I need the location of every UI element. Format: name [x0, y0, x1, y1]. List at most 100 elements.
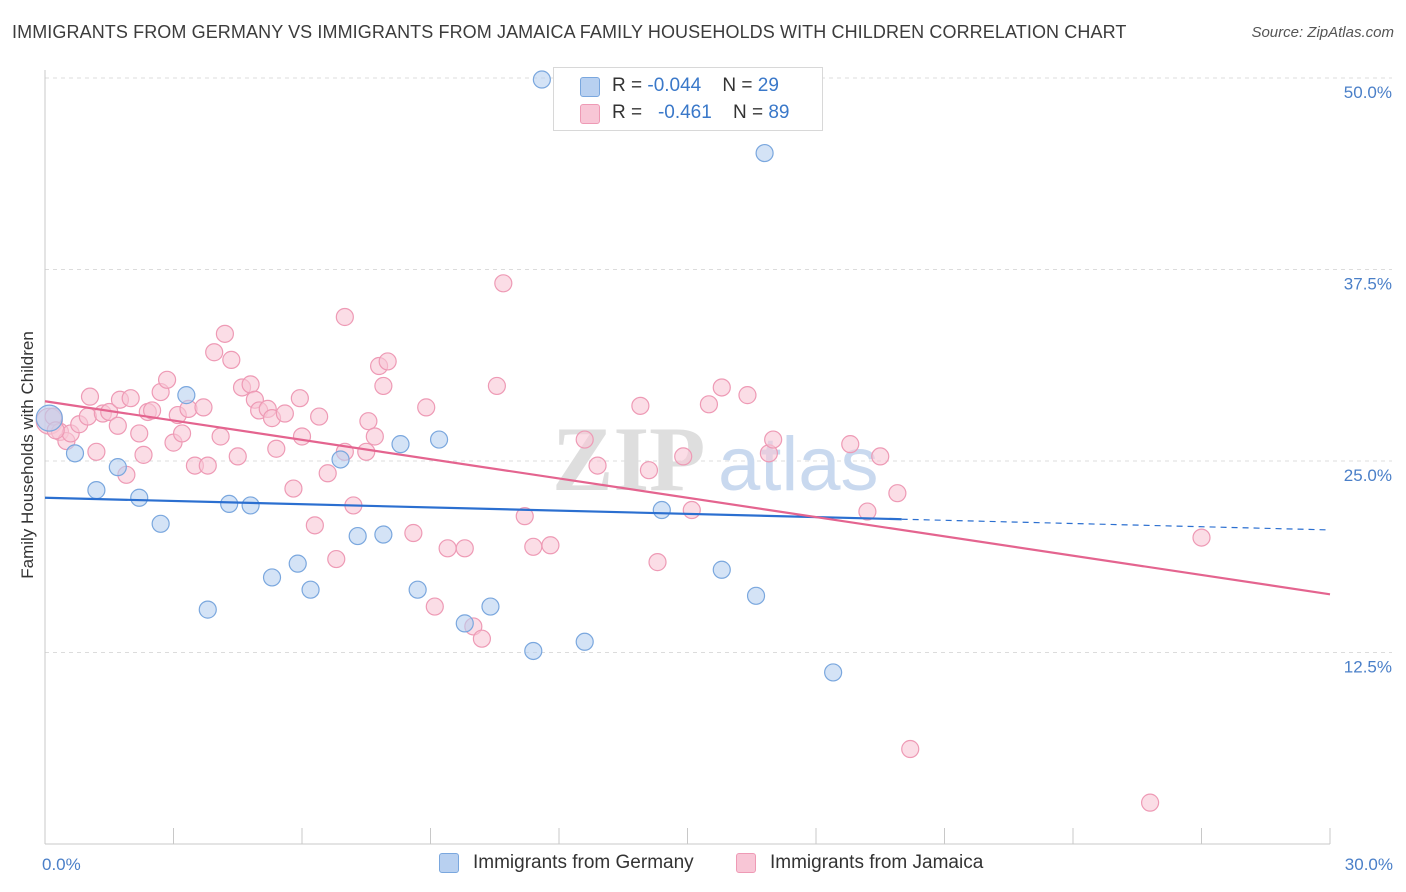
jamaica-point: [901, 739, 920, 759]
jamaica-point: [87, 442, 106, 461]
jamaica-point: [194, 398, 213, 417]
jamaica-r-value: -0.461: [657, 102, 712, 123]
y-tick-label: 12.5%: [1344, 658, 1392, 677]
jamaica-point: [359, 412, 378, 431]
germany-r-value: -0.044: [647, 75, 702, 96]
germany-point: [220, 494, 239, 513]
germany-point: [712, 560, 731, 579]
germany-point: [824, 663, 843, 682]
jamaica-swatch: [580, 104, 600, 124]
tick-labels: 12.5% 25.0% 37.5% 50.0% 0.0% 30.0%: [42, 83, 1393, 874]
jamaica-point: [682, 500, 701, 520]
jamaica-point: [648, 553, 667, 572]
jamaica-point: [631, 396, 650, 415]
bottom-germany-swatch: [439, 853, 459, 873]
germany-point: [532, 70, 551, 89]
jamaica-point: [284, 479, 303, 498]
germany-point: [524, 641, 543, 661]
jamaica-point: [198, 456, 217, 475]
germany-point: [755, 143, 774, 163]
germany-point: [87, 481, 106, 500]
jamaica-point: [318, 464, 337, 483]
source-credit: Source: ZipAtlas.com: [1251, 24, 1394, 41]
jamaica-point: [157, 370, 177, 389]
trend-lines: [44, 400, 1331, 596]
jamaica-point: [699, 395, 719, 414]
jamaica-r-label: R =: [612, 102, 648, 123]
germany-point: [575, 632, 594, 651]
jamaica-points: [35, 274, 1211, 812]
germany-point: [241, 496, 260, 515]
jamaica-trend-line: [44, 400, 1331, 596]
jamaica-point: [335, 307, 354, 327]
jamaica-point: [575, 430, 594, 449]
jamaica-point: [310, 407, 329, 426]
germany-point: [331, 450, 350, 469]
germany-point: [151, 514, 170, 533]
germany-point: [481, 597, 500, 616]
jamaica-point: [455, 539, 474, 558]
jamaica-point: [674, 447, 693, 466]
germany-point: [108, 458, 127, 477]
jamaica-point: [305, 516, 324, 535]
germany-point: [374, 525, 393, 544]
germany-trend-extension: [901, 518, 1331, 531]
jamaica-point: [215, 324, 234, 343]
jamaica-point: [365, 427, 384, 446]
germany-points: [35, 70, 843, 682]
jamaica-point: [1192, 528, 1211, 547]
jamaica-point: [292, 427, 312, 446]
y-tick-label: 37.5%: [1344, 275, 1392, 294]
jamaica-point: [142, 401, 162, 420]
jamaica-point: [871, 447, 890, 466]
germany-n-value: 29: [757, 75, 779, 96]
jamaica-point: [80, 387, 100, 406]
jamaica-point: [438, 539, 457, 558]
germany-point: [262, 568, 282, 587]
jamaica-point: [524, 537, 543, 556]
axes: [44, 70, 1330, 845]
germany-point: [288, 554, 307, 573]
jamaica-point: [205, 343, 224, 362]
jamaica-point: [494, 274, 513, 293]
stats-legend: R = -0.044 N = 29 R = -0.461 N = 89: [553, 67, 823, 131]
watermark-atlas: atlas: [718, 422, 879, 507]
jamaica-point: [487, 376, 506, 396]
jamaica-point: [639, 461, 659, 480]
jamaica-point: [108, 416, 127, 435]
germany-point: [746, 586, 766, 605]
jamaica-point: [1140, 793, 1160, 812]
jamaica-point: [541, 536, 560, 555]
jamaica-n-value: 89: [768, 102, 790, 123]
germany-trend-line: [44, 496, 902, 521]
germany-swatch: [580, 77, 600, 97]
jamaica-point: [404, 523, 423, 543]
y-tick-label: 50.0%: [1344, 83, 1392, 102]
germany-point: [652, 500, 671, 520]
germany-stats: R = -0.044 N = 29: [612, 75, 779, 97]
jamaica-point: [374, 376, 393, 396]
germany-point: [408, 580, 427, 599]
y-tick-label: 25.0%: [1344, 466, 1392, 485]
jamaica-point: [211, 427, 230, 446]
jamaica-point: [222, 350, 241, 369]
jamaica-point: [588, 456, 607, 475]
jamaica-point: [241, 375, 260, 394]
germany-point: [177, 386, 196, 405]
jamaica-point: [357, 442, 376, 461]
jamaica-point: [267, 439, 286, 458]
germany-point: [35, 404, 63, 432]
germany-point: [301, 580, 320, 599]
jamaica-point: [888, 484, 907, 503]
jamaica-point: [378, 352, 397, 371]
jamaica-point: [841, 435, 860, 454]
bottom-germany-label: Immigrants from Germany: [473, 852, 694, 873]
bottom-jamaica-label: Immigrants from Jamaica: [770, 852, 984, 873]
jamaica-point: [121, 389, 140, 408]
jamaica-point: [472, 629, 491, 648]
jamaica-point: [172, 424, 192, 443]
jamaica-point: [515, 507, 534, 526]
x-tick-label-max: 30.0%: [1345, 855, 1393, 874]
germany-point: [130, 488, 149, 507]
